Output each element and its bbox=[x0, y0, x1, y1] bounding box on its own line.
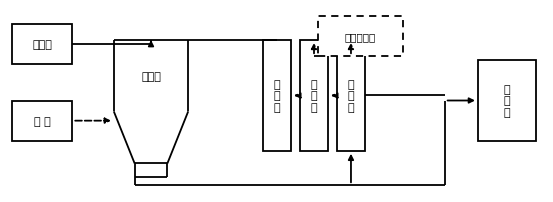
Text: 煮料盆: 煮料盆 bbox=[141, 71, 161, 81]
Polygon shape bbox=[478, 61, 536, 141]
Text: 颗粒活性炭: 颗粒活性炭 bbox=[345, 32, 376, 42]
Polygon shape bbox=[318, 17, 403, 57]
Polygon shape bbox=[263, 41, 291, 151]
Text: 重结糖: 重结糖 bbox=[32, 40, 52, 50]
Polygon shape bbox=[300, 41, 328, 151]
Polygon shape bbox=[12, 25, 72, 65]
Text: 脱
色
柱: 脱 色 柱 bbox=[311, 79, 317, 113]
Text: 脱
色
柱: 脱 色 柱 bbox=[348, 79, 354, 113]
Text: 精
滤
机: 精 滤 机 bbox=[503, 84, 510, 118]
Text: 蒸 汽: 蒸 汽 bbox=[34, 116, 50, 126]
Text: 脱
色
柱: 脱 色 柱 bbox=[274, 79, 280, 113]
Polygon shape bbox=[12, 101, 72, 141]
Polygon shape bbox=[337, 41, 366, 151]
